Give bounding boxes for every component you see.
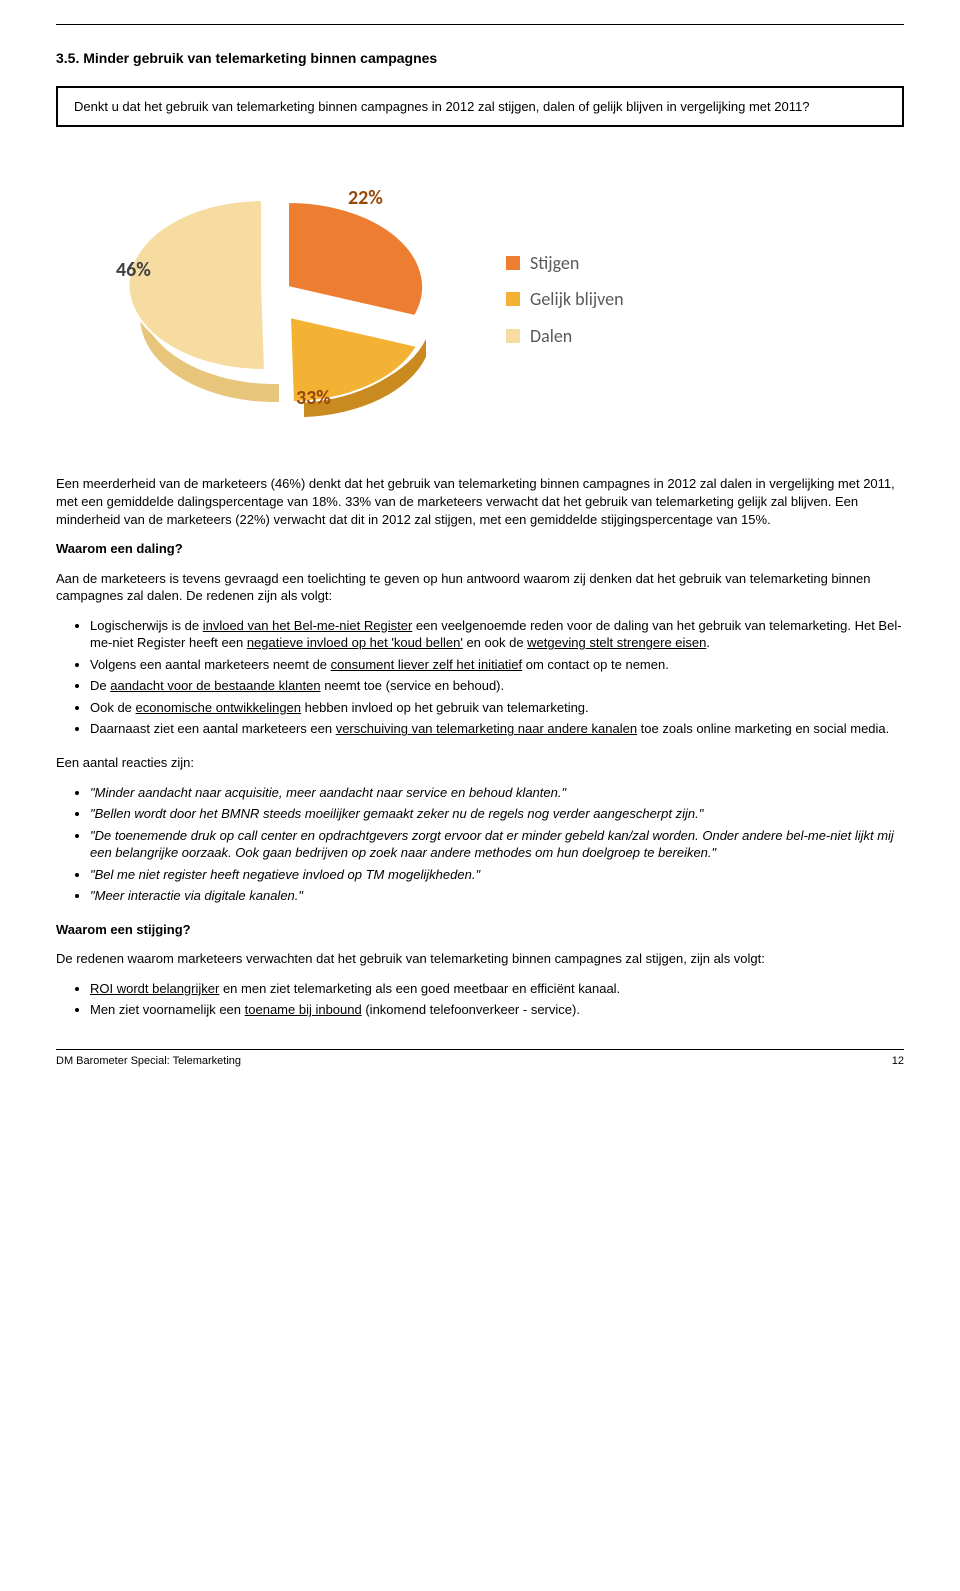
list-item: Volgens een aantal marketeers neemt de c… (90, 656, 904, 674)
legend-label: Dalen (530, 324, 572, 348)
stijging-intro: De redenen waarom marketeers verwachten … (56, 950, 904, 968)
list-item: "Minder aandacht naar acquisitie, meer a… (90, 784, 904, 802)
react-bullets: "Minder aandacht naar acquisitie, meer a… (56, 784, 904, 905)
pie-svg (116, 149, 446, 449)
footer-left: DM Barometer Special: Telemarketing (56, 1054, 241, 1069)
pie-slice-stijgen (288, 202, 423, 316)
stijging-bullets: ROI wordt belangrijker en men ziet telem… (56, 980, 904, 1019)
stijging-heading-text: Waarom een stijging? (56, 922, 191, 937)
legend-swatch (506, 256, 520, 270)
intro-paragraph: Een meerderheid van de marketeers (46%) … (56, 475, 904, 528)
list-item: "Bellen wordt door het BMNR steeds moeil… (90, 805, 904, 823)
legend-row-dalen: Dalen (506, 324, 624, 348)
pie-wrap: 22% 46% 33% (116, 149, 446, 449)
list-item: Ook de economische ontwikkelingen hebben… (90, 699, 904, 717)
footer-page: 12 (892, 1054, 904, 1069)
question-box: Denkt u dat het gebruik van telemarketin… (56, 86, 904, 128)
legend-swatch (506, 292, 520, 306)
list-item: "Meer interactie via digitale kanalen." (90, 887, 904, 905)
legend-label: Stijgen (530, 251, 579, 275)
daling-heading-text: Waarom een daling? (56, 541, 183, 556)
chart-legend: Stijgen Gelijk blijven Dalen (506, 239, 624, 360)
pie-label-dalen: 46% (116, 257, 151, 284)
legend-row-stijgen: Stijgen (506, 251, 624, 275)
list-item: Daarnaast ziet een aantal marketeers een… (90, 720, 904, 738)
daling-intro: Aan de marketeers is tevens gevraagd een… (56, 570, 904, 605)
legend-label: Gelijk blijven (530, 287, 624, 311)
list-item: "Bel me niet register heeft negatieve in… (90, 866, 904, 884)
legend-row-gelijk: Gelijk blijven (506, 287, 624, 311)
react-intro: Een aantal reacties zijn: (56, 754, 904, 772)
pie-chart: 22% 46% 33% Stijgen Gelijk blijven Dalen (116, 149, 904, 449)
question-text: Denkt u dat het gebruik van telemarketin… (74, 99, 809, 114)
pie-label-gelijk: 33% (296, 385, 331, 412)
daling-bullets: Logischerwijs is de invloed van het Bel-… (56, 617, 904, 738)
footer: DM Barometer Special: Telemarketing 12 (56, 1050, 904, 1069)
stijging-heading: Waarom een stijging? (56, 921, 904, 939)
list-item: "De toenemende druk op call center en op… (90, 827, 904, 862)
legend-swatch (506, 329, 520, 343)
section-heading: 3.5. Minder gebruik van telemarketing bi… (56, 49, 904, 68)
list-item: Logischerwijs is de invloed van het Bel-… (90, 617, 904, 652)
pie-label-stijgen: 22% (348, 185, 383, 212)
top-rule (56, 24, 904, 25)
list-item: ROI wordt belangrijker en men ziet telem… (90, 980, 904, 998)
daling-heading: Waarom een daling? (56, 540, 904, 558)
list-item: Men ziet voornamelijk een toename bij in… (90, 1001, 904, 1019)
list-item: De aandacht voor de bestaande klanten ne… (90, 677, 904, 695)
